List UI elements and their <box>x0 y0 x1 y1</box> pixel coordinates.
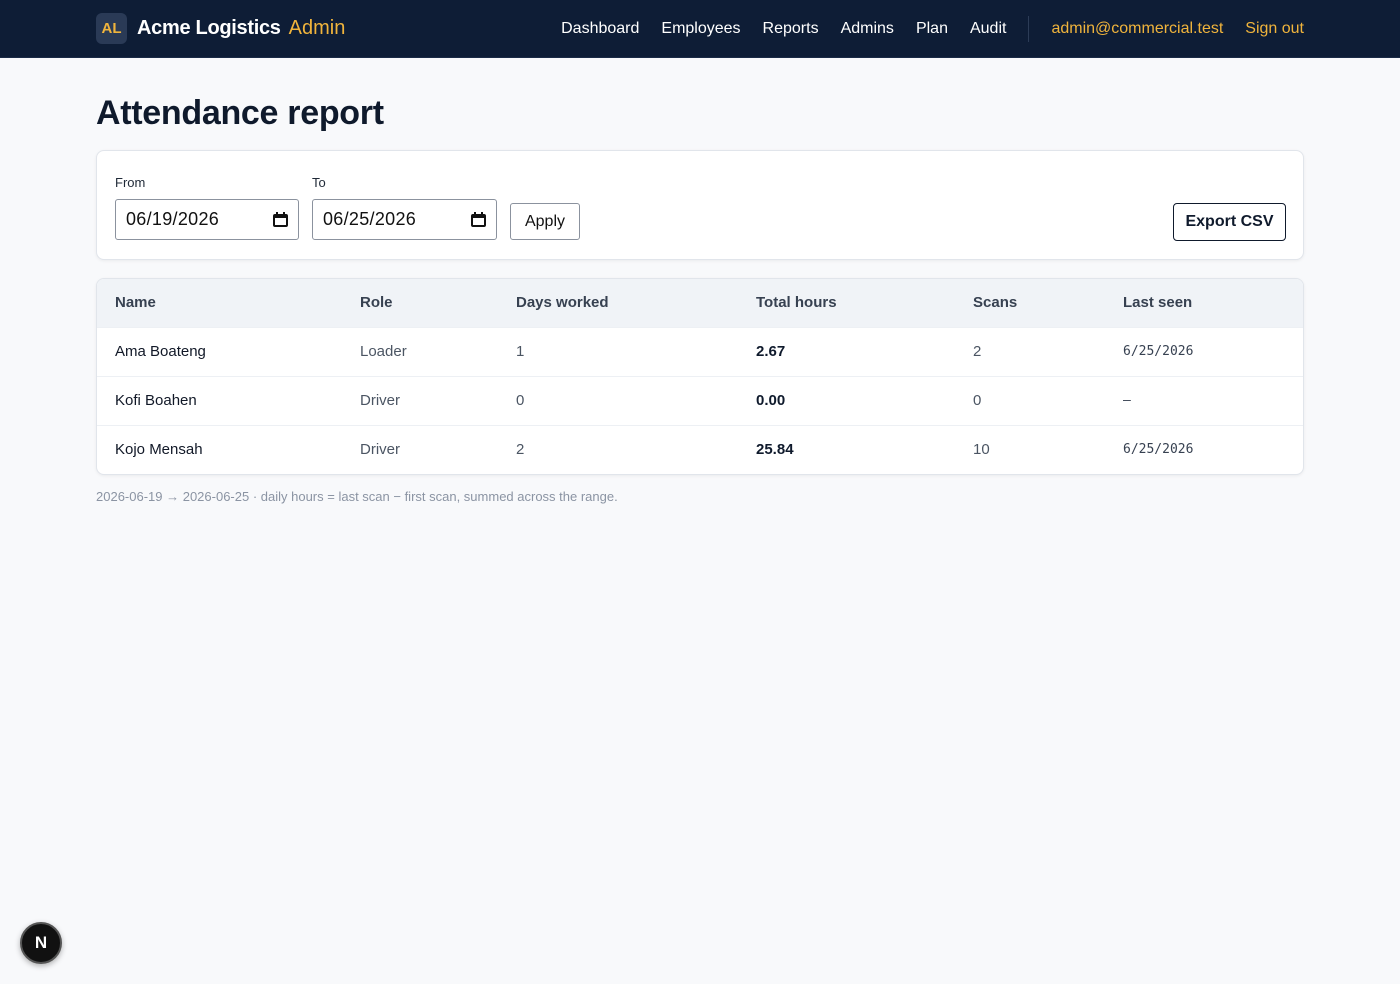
table-row: Ama Boateng Loader 1 2.67 2 6/25/2026 <box>97 327 1303 376</box>
cell-days: 1 <box>516 343 525 360</box>
calendar-icon[interactable] <box>273 212 288 227</box>
nav-plan[interactable]: Plan <box>915 19 948 37</box>
brand[interactable]: AL Acme Logistics Admin <box>96 13 345 44</box>
brand-suffix: Admin <box>288 17 346 39</box>
table-header-row: Name Role Days worked Total hours Scans … <box>97 279 1303 327</box>
report-footnote: 2026-06-19 → 2026-06-25 · daily hours = … <box>96 489 618 504</box>
col-days-worked: Days worked <box>516 294 609 312</box>
attendance-table: Name Role Days worked Total hours Scans … <box>97 279 1303 474</box>
logo-badge: AL <box>96 13 127 44</box>
user-email: admin@commercial.test <box>1051 19 1224 37</box>
nav-audit[interactable]: Audit <box>969 19 1007 37</box>
to-field: To 06/25/2026 <box>312 175 497 240</box>
cell-last-seen: – <box>1123 393 1131 408</box>
main-content: Attendance report From 06/19/2026 To 06/… <box>0 92 1400 504</box>
nav-employees[interactable]: Employees <box>661 19 741 37</box>
col-name: Name <box>115 294 156 312</box>
nav-reports[interactable]: Reports <box>762 19 819 37</box>
col-scans: Scans <box>973 294 1018 312</box>
cell-scans: 0 <box>973 392 982 409</box>
calendar-icon[interactable] <box>471 212 486 227</box>
top-navbar: AL Acme Logistics Admin Dashboard Employ… <box>0 0 1400 58</box>
from-label: From <box>115 175 146 190</box>
cell-hours: 2.67 <box>756 343 786 360</box>
apply-button[interactable]: Apply <box>510 203 580 240</box>
col-total-hours: Total hours <box>756 294 837 312</box>
cell-scans: 2 <box>973 343 982 360</box>
nav-divider <box>1028 15 1030 42</box>
cell-name: Kojo Mensah <box>115 441 203 459</box>
main-nav: Dashboard Employees Reports Admins Plan … <box>561 15 1304 42</box>
export-csv-button[interactable]: Export CSV <box>1173 203 1286 241</box>
to-date-value: 06/25/2026 <box>323 209 417 229</box>
nav-dashboard[interactable]: Dashboard <box>561 19 640 37</box>
sign-out-link[interactable]: Sign out <box>1245 19 1304 37</box>
col-role: Role <box>360 294 393 312</box>
cell-name: Kofi Boahen <box>115 392 197 409</box>
filter-card: From 06/19/2026 To 06/25/2026 Apply Expo… <box>96 150 1304 260</box>
brand-name: Acme Logistics <box>137 17 281 39</box>
nav-admins[interactable]: Admins <box>840 19 894 37</box>
cell-hours: 25.84 <box>756 441 794 459</box>
cell-last-seen: 6/25/2026 <box>1123 344 1194 359</box>
cell-role: Driver <box>360 392 400 409</box>
page-title: Attendance report <box>96 94 384 132</box>
cell-days: 2 <box>516 441 525 459</box>
from-date-input[interactable]: 06/19/2026 <box>115 199 299 240</box>
cell-days: 0 <box>516 392 525 409</box>
cell-scans: 10 <box>973 441 990 459</box>
col-last-seen: Last seen <box>1123 294 1193 312</box>
cell-last-seen: 6/25/2026 <box>1123 442 1194 458</box>
cell-role: Driver <box>360 441 400 459</box>
table-row: Kofi Boahen Driver 0 0.00 0 – <box>97 376 1303 425</box>
cell-role: Loader <box>360 343 407 360</box>
dev-tools-badge[interactable]: N <box>20 922 62 964</box>
to-date-input[interactable]: 06/25/2026 <box>312 199 497 240</box>
cell-name: Ama Boateng <box>115 343 206 360</box>
attendance-table-card: Name Role Days worked Total hours Scans … <box>96 278 1304 475</box>
table-row: Kojo Mensah Driver 2 25.84 10 6/25/2026 <box>97 425 1303 474</box>
from-date-value: 06/19/2026 <box>126 209 220 229</box>
to-label: To <box>312 175 326 190</box>
cell-hours: 0.00 <box>756 392 786 409</box>
from-field: From 06/19/2026 <box>115 175 299 240</box>
